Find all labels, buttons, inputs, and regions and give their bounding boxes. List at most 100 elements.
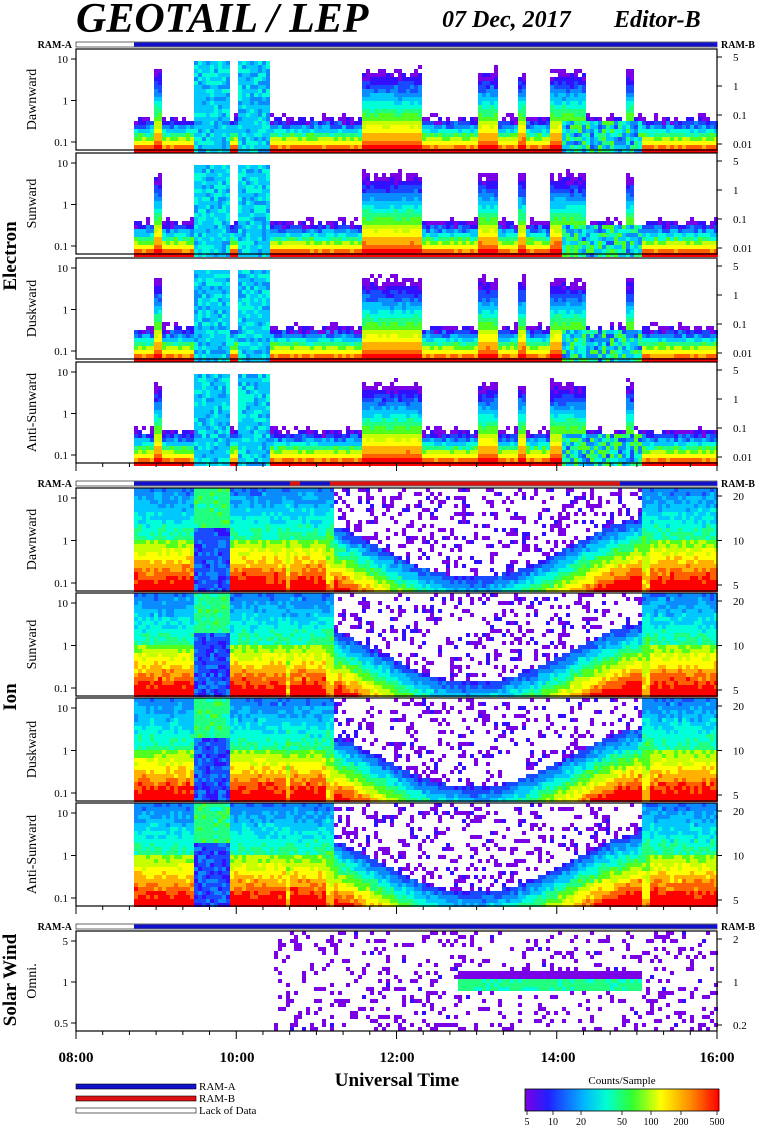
spectrogram-cell xyxy=(662,253,666,257)
spectrogram-cell xyxy=(138,233,142,237)
spectrogram-cell xyxy=(478,189,482,193)
spectrogram-cell xyxy=(242,350,246,354)
spectrogram-cell xyxy=(514,141,518,145)
spectrogram-cell xyxy=(150,342,154,346)
spectrogram-cell xyxy=(246,113,250,117)
spectrogram-cell xyxy=(574,229,578,233)
spectrogram-cell xyxy=(654,137,658,141)
spectrogram-cell xyxy=(254,342,258,346)
spectrogram-cell xyxy=(446,133,450,137)
spectrogram-cell xyxy=(482,121,486,125)
spectrogram-cell xyxy=(538,225,542,229)
spectrogram-cell xyxy=(210,117,214,121)
spectrogram-cell xyxy=(174,326,178,330)
spectrogram-cell xyxy=(394,253,398,257)
spectrogram-cell xyxy=(262,177,266,181)
spectrogram-cell xyxy=(342,338,346,342)
spectrogram-cell xyxy=(154,322,158,326)
spectrogram-cell xyxy=(542,249,546,253)
spectrogram-cell xyxy=(658,229,662,233)
spectrogram-cell xyxy=(534,237,538,241)
spectrogram-cell xyxy=(330,358,334,362)
spectrogram-cell xyxy=(638,233,642,237)
spectrogram-cell xyxy=(258,165,262,169)
spectrogram-cell xyxy=(430,237,434,241)
spectrogram-cell xyxy=(346,338,350,342)
spectrogram-cell xyxy=(342,137,346,141)
spectrogram-cell xyxy=(490,121,494,125)
spectrogram-cell xyxy=(362,185,366,189)
spectrogram-cell xyxy=(202,97,206,101)
spectrogram-cell xyxy=(190,354,194,358)
spectrogram-cell xyxy=(606,253,610,257)
spectrogram-cell xyxy=(266,137,270,141)
spectrogram-cell xyxy=(334,326,338,330)
spectrogram-cell xyxy=(154,121,158,125)
spectrogram-cell xyxy=(242,181,246,185)
spectrogram-cell xyxy=(346,145,350,149)
spectrogram-cell xyxy=(582,253,586,257)
spectrogram-cell xyxy=(578,113,582,117)
spectrogram-cell xyxy=(198,306,202,310)
spectrogram-cell xyxy=(554,237,558,241)
spectrogram-cell xyxy=(250,121,254,125)
spectrogram-cell xyxy=(474,149,478,153)
spectrogram-cell xyxy=(138,129,142,133)
spectrogram-cell xyxy=(194,225,198,229)
spectrogram-cell xyxy=(626,205,630,209)
spectrogram-cell xyxy=(350,149,354,153)
spectrogram-cell xyxy=(362,117,366,121)
spectrogram-cell xyxy=(666,253,670,257)
spectrogram-cell xyxy=(362,302,366,306)
spectrogram-cell xyxy=(154,298,158,302)
spectrogram-cell xyxy=(698,237,702,241)
spectrogram-cell xyxy=(478,181,482,185)
spectrogram-cell xyxy=(614,237,618,241)
spectrogram-cell xyxy=(626,101,630,105)
spectrogram-cell xyxy=(430,249,434,253)
spectrogram-cell xyxy=(406,85,410,89)
spectrogram-cell xyxy=(702,113,706,117)
spectrogram-cell xyxy=(238,314,242,318)
spectrogram-cell xyxy=(210,298,214,302)
spectrogram-cell xyxy=(382,125,386,129)
spectrogram-cell xyxy=(198,101,202,105)
spectrogram-cell xyxy=(558,73,562,77)
spectrogram-cell xyxy=(378,286,382,290)
spectrogram-cell xyxy=(414,77,418,81)
spectrogram-cell xyxy=(266,318,270,322)
spectrogram-cell xyxy=(570,141,574,145)
spectrogram-cell xyxy=(574,121,578,125)
spectrogram-cell xyxy=(590,133,594,137)
spectrogram-cell xyxy=(222,318,226,322)
spectrogram-cell xyxy=(254,318,258,322)
spectrogram-cell xyxy=(274,358,278,362)
spectrogram-cell xyxy=(206,213,210,217)
spectrogram-cell xyxy=(254,181,258,185)
spectrogram-cell xyxy=(218,149,222,153)
spectrogram-cell xyxy=(226,69,230,73)
spectrogram-cell xyxy=(498,141,502,145)
spectrogram-cell xyxy=(310,217,314,221)
spectrogram-cell xyxy=(282,145,286,149)
spectrogram-cell xyxy=(374,85,378,89)
spectrogram-cell xyxy=(166,322,170,326)
spectrogram-cell xyxy=(406,117,410,121)
spectrogram-cell xyxy=(478,241,482,245)
spectrogram-cell xyxy=(390,185,394,189)
spectrogram-cell xyxy=(566,241,570,245)
spectrogram-cell xyxy=(566,125,570,129)
spectrogram-cell xyxy=(506,253,510,257)
spectrogram-cell xyxy=(394,274,398,278)
spectrogram-cell xyxy=(382,298,386,302)
spectrogram-cell xyxy=(442,141,446,145)
spectrogram-cell xyxy=(570,105,574,109)
spectrogram-cell xyxy=(390,209,394,213)
spectrogram-cell xyxy=(630,253,634,257)
spectrogram-cell xyxy=(238,97,242,101)
spectrogram-cell xyxy=(286,326,290,330)
spectrogram-cell xyxy=(394,101,398,105)
spectrogram-cell xyxy=(282,137,286,141)
spectrogram-cell xyxy=(402,193,406,197)
spectrogram-cell xyxy=(466,237,470,241)
